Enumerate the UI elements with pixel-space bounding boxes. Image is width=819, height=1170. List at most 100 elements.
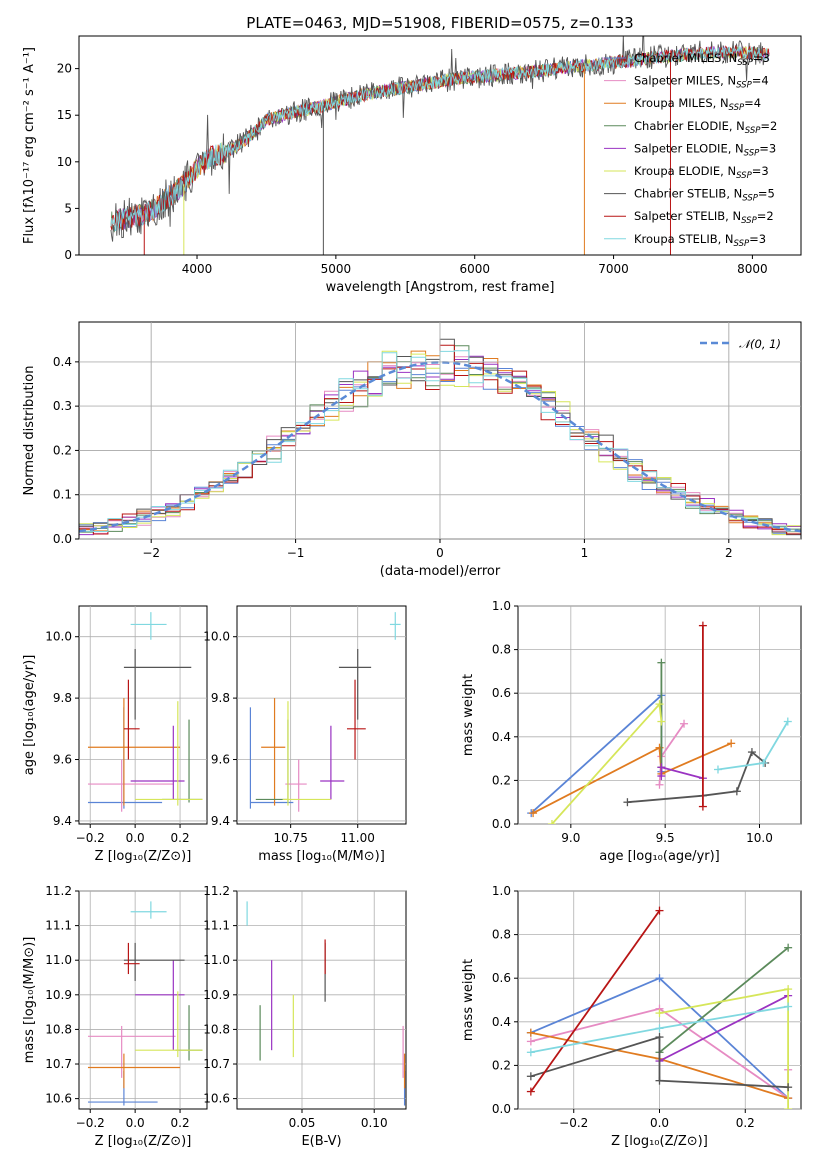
series-line xyxy=(551,701,663,824)
y-tick-label: 10 xyxy=(57,155,72,169)
x-tick-label: 9.0 xyxy=(561,831,580,845)
grid xyxy=(79,890,207,1109)
y-tick-label: 11.1 xyxy=(203,919,230,933)
plot-frame xyxy=(78,890,208,1110)
plus-marker xyxy=(623,798,632,807)
point-kroupa-miles xyxy=(87,1053,181,1089)
x-tick-label: −1 xyxy=(287,546,305,560)
legend-sub: SSP xyxy=(737,58,753,68)
plus-marker xyxy=(655,1033,664,1042)
series-line xyxy=(659,988,789,1109)
point-kroupa-stelib xyxy=(130,901,167,919)
legend-tail: =4 xyxy=(744,96,761,110)
point-kroupa-stelib xyxy=(130,612,167,640)
point-salpeter-miles xyxy=(285,759,307,812)
plus-marker xyxy=(732,787,741,796)
x-axis-label: wavelength [Angstrom, rest frame] xyxy=(326,280,555,295)
plus-marker xyxy=(526,1087,535,1096)
spectrum-lines xyxy=(110,36,770,255)
spectrum-line-kroupa-stelib xyxy=(110,46,770,231)
legend-entry: Kroupa STELIB, NSSP=3 xyxy=(634,232,766,249)
x-tick-label: 0.0 xyxy=(126,831,145,845)
spectrum-title: PLATE=0463, MJD=51908, FIBERID=0575, z=0… xyxy=(246,14,633,32)
legend-tail: =4 xyxy=(752,74,769,88)
series-line xyxy=(659,994,789,1062)
y-tick-label: 5 xyxy=(64,201,72,215)
x-tick-label: 0.2 xyxy=(171,1116,190,1130)
x-tick-label: 10.0 xyxy=(746,831,773,845)
legend-main: Salpeter MILES, N xyxy=(634,74,736,88)
y-tick-label: 0.0 xyxy=(492,817,511,831)
y-tick-label: 0.3 xyxy=(53,399,72,413)
legend-entry: Chabrier MILES, NSSP=3 xyxy=(634,51,770,68)
legend-tail: =3 xyxy=(749,232,766,246)
plus-marker xyxy=(655,700,664,709)
plus-marker xyxy=(526,1072,535,1081)
massweight-vs-Z-panel: −0.2 0.0 0.2 0.0 0.2 0.4 0.6 0.8 1.0 Z [log₁₀(Z/Z… xyxy=(461,884,802,1149)
legend-sub: SSP xyxy=(741,216,757,226)
plus-marker xyxy=(713,765,722,774)
x-axis-label: Z [log₁₀(Z/Z⊙)] xyxy=(95,849,192,864)
plot-frame xyxy=(517,605,802,825)
series-salpeter-stelib xyxy=(698,621,707,811)
legend-main: Salpeter ELODIE, N xyxy=(634,141,744,155)
point-chabrier-elodie xyxy=(162,719,203,803)
x-tick-label: 4000 xyxy=(182,262,213,276)
massweight-vs-age-panel: 9.0 9.5 10.0 0.0 0.2 0.4 0.6 0.8 1.0 age [log₁₀(a… xyxy=(461,599,802,864)
legend-main: Salpeter STELIB, N xyxy=(634,209,741,223)
plus-marker xyxy=(698,802,707,811)
x-axis-label: Z [log₁₀(Z/Z⊙)] xyxy=(95,1134,192,1149)
points xyxy=(87,901,203,1106)
point-chabrier-elodie xyxy=(255,719,289,803)
plus-marker xyxy=(784,1105,793,1109)
legend-sub: SSP xyxy=(736,171,752,181)
plus-marker xyxy=(655,1076,664,1085)
x-tick-label: 9.5 xyxy=(656,831,675,845)
plus-marker xyxy=(526,1037,535,1046)
plot-frame xyxy=(236,605,407,825)
plot-frame xyxy=(78,35,802,256)
points xyxy=(246,901,406,1106)
x-axis-label: mass [log₁₀(M/M⊙)] xyxy=(258,849,385,864)
legend-main: Chabrier STELIB, N xyxy=(634,187,742,201)
legend-entry: Chabrier ELODIE, NSSP=2 xyxy=(634,119,777,136)
x-tick-label: 0.0 xyxy=(126,1116,145,1130)
y-tick-label: 11.1 xyxy=(45,919,72,933)
series-line xyxy=(660,766,704,780)
point-salpeter-elodie xyxy=(130,725,185,800)
age-vs-mass-panel: 10.75 11.00 9.4 9.6 9.8 10.0 mass [log₁₀(M/M⊙)… xyxy=(203,605,407,864)
legend-sub: SSP xyxy=(744,148,760,158)
plus-marker xyxy=(655,1009,664,1018)
legend-main: Chabrier ELODIE, N xyxy=(634,119,745,133)
spectrum-panel: 4000 5000 6000 7000 8000 0 5 10 15 20 wavelength [… xyxy=(22,14,802,295)
x-axis-label: Z [log₁₀(Z/Z⊙)] xyxy=(611,1134,708,1149)
series-chabrier-miles xyxy=(527,691,666,818)
series-chabrier-elodie xyxy=(655,943,793,1057)
x-tick-label: 7000 xyxy=(598,262,629,276)
x-tick-label: 0.05 xyxy=(289,1116,316,1130)
x-tick-label: −2 xyxy=(142,546,160,560)
x-tick-label: 0.10 xyxy=(361,1116,388,1130)
y-tick-label: 0.6 xyxy=(492,971,511,985)
y-tick-label: 0.2 xyxy=(492,773,511,787)
plus-marker xyxy=(784,1002,793,1011)
legend-sub: SSP xyxy=(742,194,758,204)
legend-entry: Kroupa MILES, NSSP=4 xyxy=(634,96,761,113)
grid xyxy=(237,890,406,1109)
plot-frame xyxy=(78,605,208,825)
spectrum-line-chabrier-miles xyxy=(116,51,671,231)
x-axis-label: E(B-V) xyxy=(301,1134,341,1149)
legend-sub: SSP xyxy=(734,239,750,249)
x-tick-label: −0.2 xyxy=(559,1116,588,1130)
plus-marker xyxy=(547,820,556,824)
plus-marker xyxy=(759,758,768,767)
series-line xyxy=(532,742,732,814)
grid xyxy=(237,606,406,824)
plus-marker xyxy=(784,1083,793,1092)
residuals-panel: −2 −1 0 1 2 0.0 0.1 0.2 0.3 0.4 (data-model)/error… xyxy=(22,321,802,579)
series-line xyxy=(717,721,789,771)
spectrum-line-kroupa-miles xyxy=(116,59,585,229)
point-chabrier-miles xyxy=(249,707,294,809)
